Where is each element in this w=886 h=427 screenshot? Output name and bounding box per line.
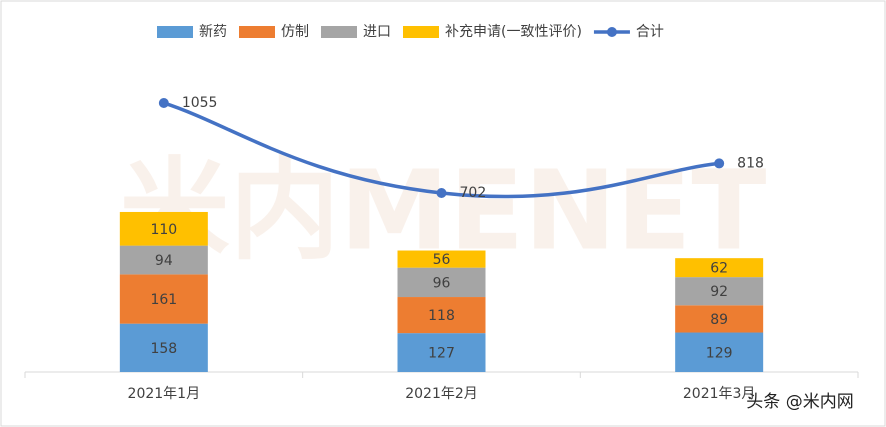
bar-segment — [675, 258, 764, 278]
data-label: 127 — [428, 346, 455, 362]
legend-label: 仿制 — [281, 24, 309, 40]
credit: 头条 @米内网 — [746, 392, 853, 412]
bar-segment — [397, 267, 486, 298]
bar-segment — [675, 305, 764, 333]
line-marker — [714, 158, 725, 169]
x-tick-label: 2021年2月 — [405, 386, 478, 402]
data-label: 96 — [433, 275, 451, 291]
bar-segment — [119, 245, 208, 275]
bar-segment — [675, 332, 764, 372]
data-label: 158 — [150, 341, 177, 357]
x-tick-label: 2021年1月 — [128, 386, 201, 402]
bar-segment — [397, 333, 486, 372]
bar-segment — [119, 323, 208, 372]
bar-segment — [397, 297, 486, 334]
line-marker — [436, 187, 447, 198]
data-label: 129 — [706, 345, 733, 361]
legend-label: 补充申请(一致性评价) — [445, 24, 582, 40]
data-label: 89 — [710, 312, 728, 328]
data-label: 110 — [150, 222, 177, 238]
data-label: 92 — [710, 284, 728, 300]
legend-label: 进口 — [363, 24, 391, 40]
data-label: 161 — [150, 292, 177, 308]
x-tick-label: 2021年3月 — [683, 386, 756, 402]
bar-segment — [675, 277, 764, 306]
line-marker — [158, 97, 169, 108]
legend-label: 新药 — [199, 24, 227, 40]
data-label: 94 — [155, 253, 173, 269]
data-label: 702 — [460, 185, 487, 201]
legend-swatch-marker — [606, 27, 617, 37]
bar-segment — [119, 274, 208, 324]
legend-label: 合计 — [636, 24, 664, 40]
legend-swatch — [403, 26, 439, 38]
data-label: 62 — [710, 261, 728, 277]
bar-segment — [119, 211, 208, 246]
legend: 新药 仿制 进口 补充申请(一致性评价) 合计 — [157, 24, 664, 40]
legend-swatch — [321, 26, 357, 38]
data-label: 1055 — [182, 95, 218, 111]
data-label: 818 — [737, 155, 764, 171]
data-label: 56 — [433, 252, 451, 268]
bar-segment — [397, 250, 486, 268]
legend-swatch — [239, 26, 275, 38]
data-label: 118 — [428, 308, 455, 324]
legend-swatch — [157, 26, 193, 38]
